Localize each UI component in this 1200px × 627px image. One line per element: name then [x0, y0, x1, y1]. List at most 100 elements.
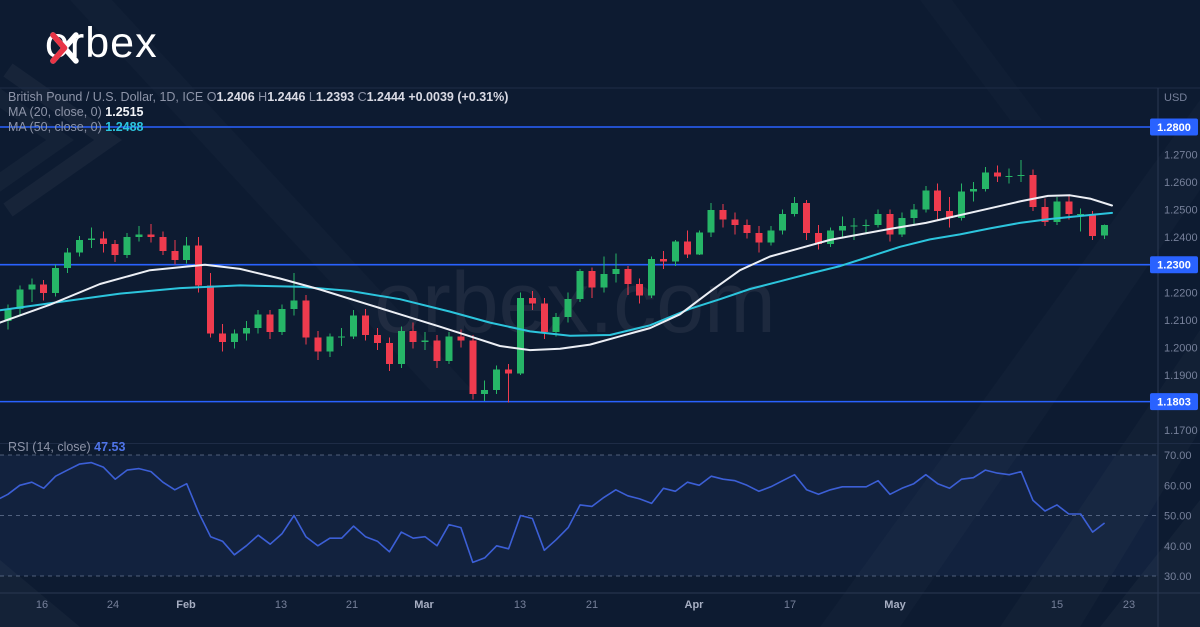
candle-body	[1029, 175, 1037, 207]
ma20-legend-row[interactable]: MA (20, close, 0) 1.2515	[8, 105, 508, 120]
rsi-label: RSI (14, close)	[8, 440, 91, 454]
candle	[469, 334, 477, 400]
candle	[612, 253, 620, 283]
ohlc-item: O1.2406	[206, 90, 259, 104]
candle-body	[409, 330, 417, 342]
candle	[1029, 169, 1037, 212]
candle-body	[683, 241, 691, 255]
candle-body	[719, 210, 727, 220]
time-axis-label: 15	[1051, 599, 1063, 611]
candle-body	[850, 225, 858, 227]
candle	[838, 216, 846, 238]
candle-body	[135, 234, 143, 238]
candle	[397, 326, 405, 369]
time-axis-label: Mar	[414, 599, 434, 611]
time-axis-label: 21	[586, 599, 598, 611]
ohlc-item: C1.2444	[357, 90, 409, 104]
ohlc-item: L1.2393	[308, 90, 358, 104]
candle-body	[660, 259, 668, 262]
candle-body	[64, 252, 72, 269]
candle	[99, 231, 107, 253]
candle-body	[433, 340, 441, 362]
candle	[767, 226, 775, 246]
price-axis-label: 1.2600	[1164, 177, 1198, 189]
candle	[993, 165, 1001, 183]
candle-body	[838, 226, 846, 231]
candle	[874, 209, 882, 228]
candle-body	[421, 340, 429, 342]
candle-body	[493, 369, 501, 391]
candle-body	[1077, 213, 1085, 215]
candle-body	[397, 330, 405, 364]
candle-body	[16, 289, 24, 309]
candle	[1005, 168, 1013, 184]
candle-body	[111, 244, 119, 256]
price-badge-bg	[1150, 256, 1198, 274]
candle	[552, 312, 560, 337]
candle	[862, 219, 870, 234]
candle	[576, 268, 584, 302]
candle-body	[254, 314, 262, 329]
rsi-legend-row[interactable]: RSI (14, close) 47.53	[8, 440, 125, 454]
candle	[409, 322, 417, 349]
candle	[421, 332, 429, 351]
candle-body	[588, 270, 596, 288]
rsi-value: 47.53	[94, 440, 126, 454]
candle-body	[636, 284, 644, 296]
candle	[660, 250, 668, 269]
candle	[910, 204, 918, 227]
candle	[218, 323, 226, 352]
candle	[230, 329, 238, 349]
candle	[683, 230, 691, 258]
candle-body	[75, 239, 83, 253]
price-badge-label: 1.2800	[1157, 122, 1191, 134]
time-axis-label: 24	[107, 599, 119, 611]
candle-body	[505, 369, 513, 374]
candle	[731, 212, 739, 235]
candle	[111, 239, 119, 262]
candle	[385, 337, 393, 371]
candle-body	[552, 317, 560, 333]
candle	[1089, 211, 1097, 240]
candle-body	[87, 238, 95, 240]
ma50-value: 1.2488	[105, 120, 144, 134]
candle-body	[326, 336, 334, 352]
candle-body	[242, 328, 250, 334]
time-axis-label: Apr	[685, 599, 705, 611]
candle-body	[338, 336, 346, 338]
candle	[1101, 224, 1109, 240]
rsi-axis-label: 50.00	[1164, 511, 1192, 523]
candle-body	[457, 336, 465, 341]
candle-body	[290, 300, 298, 309]
time-axis-label: 16	[36, 599, 48, 611]
ohlc-values: O1.2406 H1.2446 L1.2393 C1.2444	[207, 90, 409, 104]
candle	[362, 308, 370, 341]
candle-body	[1065, 201, 1073, 214]
candle-body	[469, 340, 477, 395]
candle	[135, 226, 143, 242]
ma50-legend-row[interactable]: MA (50, close, 0) 1.2488	[8, 120, 508, 135]
candle-body	[207, 285, 215, 334]
price-badge: 1.1803	[1150, 393, 1198, 411]
candle	[922, 186, 930, 213]
price-badge: 1.2300	[1150, 256, 1198, 274]
candle-body	[886, 213, 894, 235]
price-axis-label: 1.1700	[1164, 425, 1198, 437]
candle	[1077, 208, 1085, 232]
orbex-logo-x-icon	[50, 32, 79, 64]
candle-body	[862, 224, 870, 226]
candle	[123, 233, 131, 258]
symbol-legend-row[interactable]: British Pound / U.S. Dollar, 1D, ICE O1.…	[8, 90, 508, 105]
candle	[648, 256, 656, 298]
candle-body	[1089, 213, 1097, 236]
decor-band	[920, 0, 1042, 120]
candle-body	[302, 300, 310, 338]
candle-body	[52, 268, 60, 293]
candle-body	[362, 315, 370, 335]
candle	[314, 330, 322, 360]
candle-body	[874, 213, 882, 225]
candle	[695, 230, 703, 256]
price-badge: 1.2800	[1150, 118, 1198, 136]
